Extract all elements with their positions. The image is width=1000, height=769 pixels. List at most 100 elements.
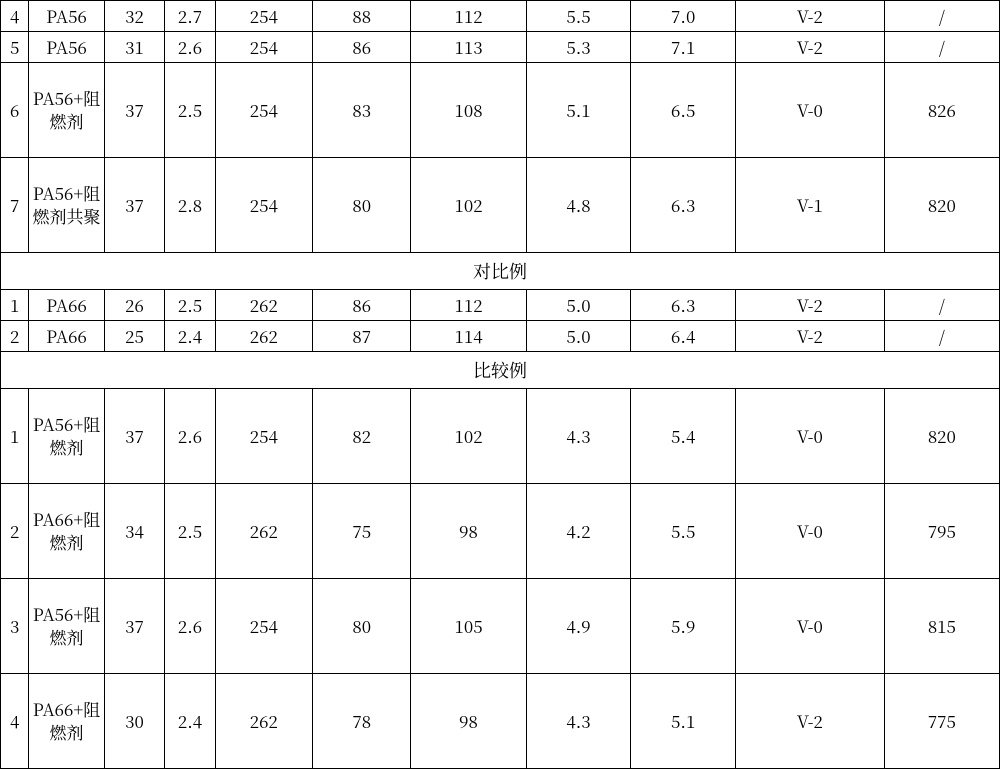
cell: PA66+阻燃剂 (29, 484, 104, 579)
table-row: 1 PA66 26 2.5 262 86 112 5.0 6.3 V-2 / (1, 290, 1000, 321)
cell: 826 (884, 63, 999, 158)
section-header: 比较例 (1, 352, 1000, 389)
cell: 254 (215, 1, 312, 32)
cell: 31 (104, 32, 165, 63)
cell: 6.5 (631, 63, 736, 158)
cell: 37 (104, 158, 165, 253)
cell: 112 (411, 290, 526, 321)
cell: 2.7 (165, 1, 215, 32)
cell: 2.4 (165, 674, 215, 769)
cell: PA66 (29, 321, 104, 352)
cell: 4.3 (526, 674, 631, 769)
cell: PA56 (29, 1, 104, 32)
cell: 6.3 (631, 290, 736, 321)
table-row: 6 PA56+阻燃剂 37 2.5 254 83 108 5.1 6.5 V-0… (1, 63, 1000, 158)
cell: 4 (1, 1, 29, 32)
cell: 6.4 (631, 321, 736, 352)
cell: 2.8 (165, 158, 215, 253)
cell: V-0 (736, 579, 885, 674)
cell: V-1 (736, 158, 885, 253)
cell: 2 (1, 321, 29, 352)
cell: 32 (104, 1, 165, 32)
table-container: { "styling": { "type": "table", "font_fa… (0, 0, 1000, 769)
cell: 78 (313, 674, 411, 769)
table-row: 1 PA56+阻燃剂 37 2.6 254 82 102 4.3 5.4 V-0… (1, 389, 1000, 484)
cell: 2.6 (165, 389, 215, 484)
cell: 34 (104, 484, 165, 579)
table-row: 2 PA66 25 2.4 262 87 114 5.0 6.4 V-2 / (1, 321, 1000, 352)
cell: 2.6 (165, 579, 215, 674)
section-header-row: 比较例 (1, 352, 1000, 389)
cell: PA66 (29, 290, 104, 321)
cell: 6 (1, 63, 29, 158)
cell: PA56 (29, 32, 104, 63)
cell: 75 (313, 484, 411, 579)
cell: 815 (884, 579, 999, 674)
cell: 7 (1, 158, 29, 253)
cell: 88 (313, 1, 411, 32)
cell: 1 (1, 290, 29, 321)
cell: 2 (1, 484, 29, 579)
cell: 5.1 (631, 674, 736, 769)
cell: 5.4 (631, 389, 736, 484)
cell: 83 (313, 63, 411, 158)
cell: 5.5 (631, 484, 736, 579)
cell: 4 (1, 674, 29, 769)
cell: / (884, 1, 999, 32)
cell: V-2 (736, 290, 885, 321)
cell: 820 (884, 158, 999, 253)
cell: V-0 (736, 484, 885, 579)
cell: 80 (313, 579, 411, 674)
cell: 6.3 (631, 158, 736, 253)
cell: 37 (104, 579, 165, 674)
cell: 102 (411, 389, 526, 484)
cell: V-2 (736, 321, 885, 352)
cell: 254 (215, 63, 312, 158)
cell: 262 (215, 674, 312, 769)
cell: 7.1 (631, 32, 736, 63)
cell: 114 (411, 321, 526, 352)
cell: 30 (104, 674, 165, 769)
table-row: 3 PA56+阻燃剂 37 2.6 254 80 105 4.9 5.9 V-0… (1, 579, 1000, 674)
cell: 105 (411, 579, 526, 674)
section-header: 对比例 (1, 253, 1000, 290)
cell: / (884, 321, 999, 352)
cell: 37 (104, 63, 165, 158)
cell: 82 (313, 389, 411, 484)
cell: 98 (411, 484, 526, 579)
cell: 113 (411, 32, 526, 63)
cell: 87 (313, 321, 411, 352)
cell: 5.0 (526, 321, 631, 352)
cell: V-2 (736, 674, 885, 769)
cell: 4.9 (526, 579, 631, 674)
cell: 26 (104, 290, 165, 321)
cell: 2.5 (165, 290, 215, 321)
table-row: 5 PA56 31 2.6 254 86 113 5.3 7.1 V-2 / (1, 32, 1000, 63)
cell: 80 (313, 158, 411, 253)
cell: 262 (215, 484, 312, 579)
cell: 5.3 (526, 32, 631, 63)
cell: PA56+阻燃剂 (29, 579, 104, 674)
table-row: 7 PA56+阻燃剂共聚 37 2.8 254 80 102 4.8 6.3 V… (1, 158, 1000, 253)
cell: 7.0 (631, 1, 736, 32)
cell: 1 (1, 389, 29, 484)
cell: 262 (215, 321, 312, 352)
cell: 37 (104, 389, 165, 484)
cell: PA66+阻燃剂 (29, 674, 104, 769)
cell: 5.9 (631, 579, 736, 674)
cell: 5 (1, 32, 29, 63)
cell: 98 (411, 674, 526, 769)
cell: 254 (215, 158, 312, 253)
cell: 25 (104, 321, 165, 352)
cell: 86 (313, 32, 411, 63)
cell: 102 (411, 158, 526, 253)
cell: / (884, 32, 999, 63)
cell: 4.3 (526, 389, 631, 484)
cell: 262 (215, 290, 312, 321)
cell: V-0 (736, 63, 885, 158)
cell: PA56+阻燃剂 (29, 389, 104, 484)
cell: 86 (313, 290, 411, 321)
cell: V-0 (736, 389, 885, 484)
cell: 4.2 (526, 484, 631, 579)
cell: 3 (1, 579, 29, 674)
